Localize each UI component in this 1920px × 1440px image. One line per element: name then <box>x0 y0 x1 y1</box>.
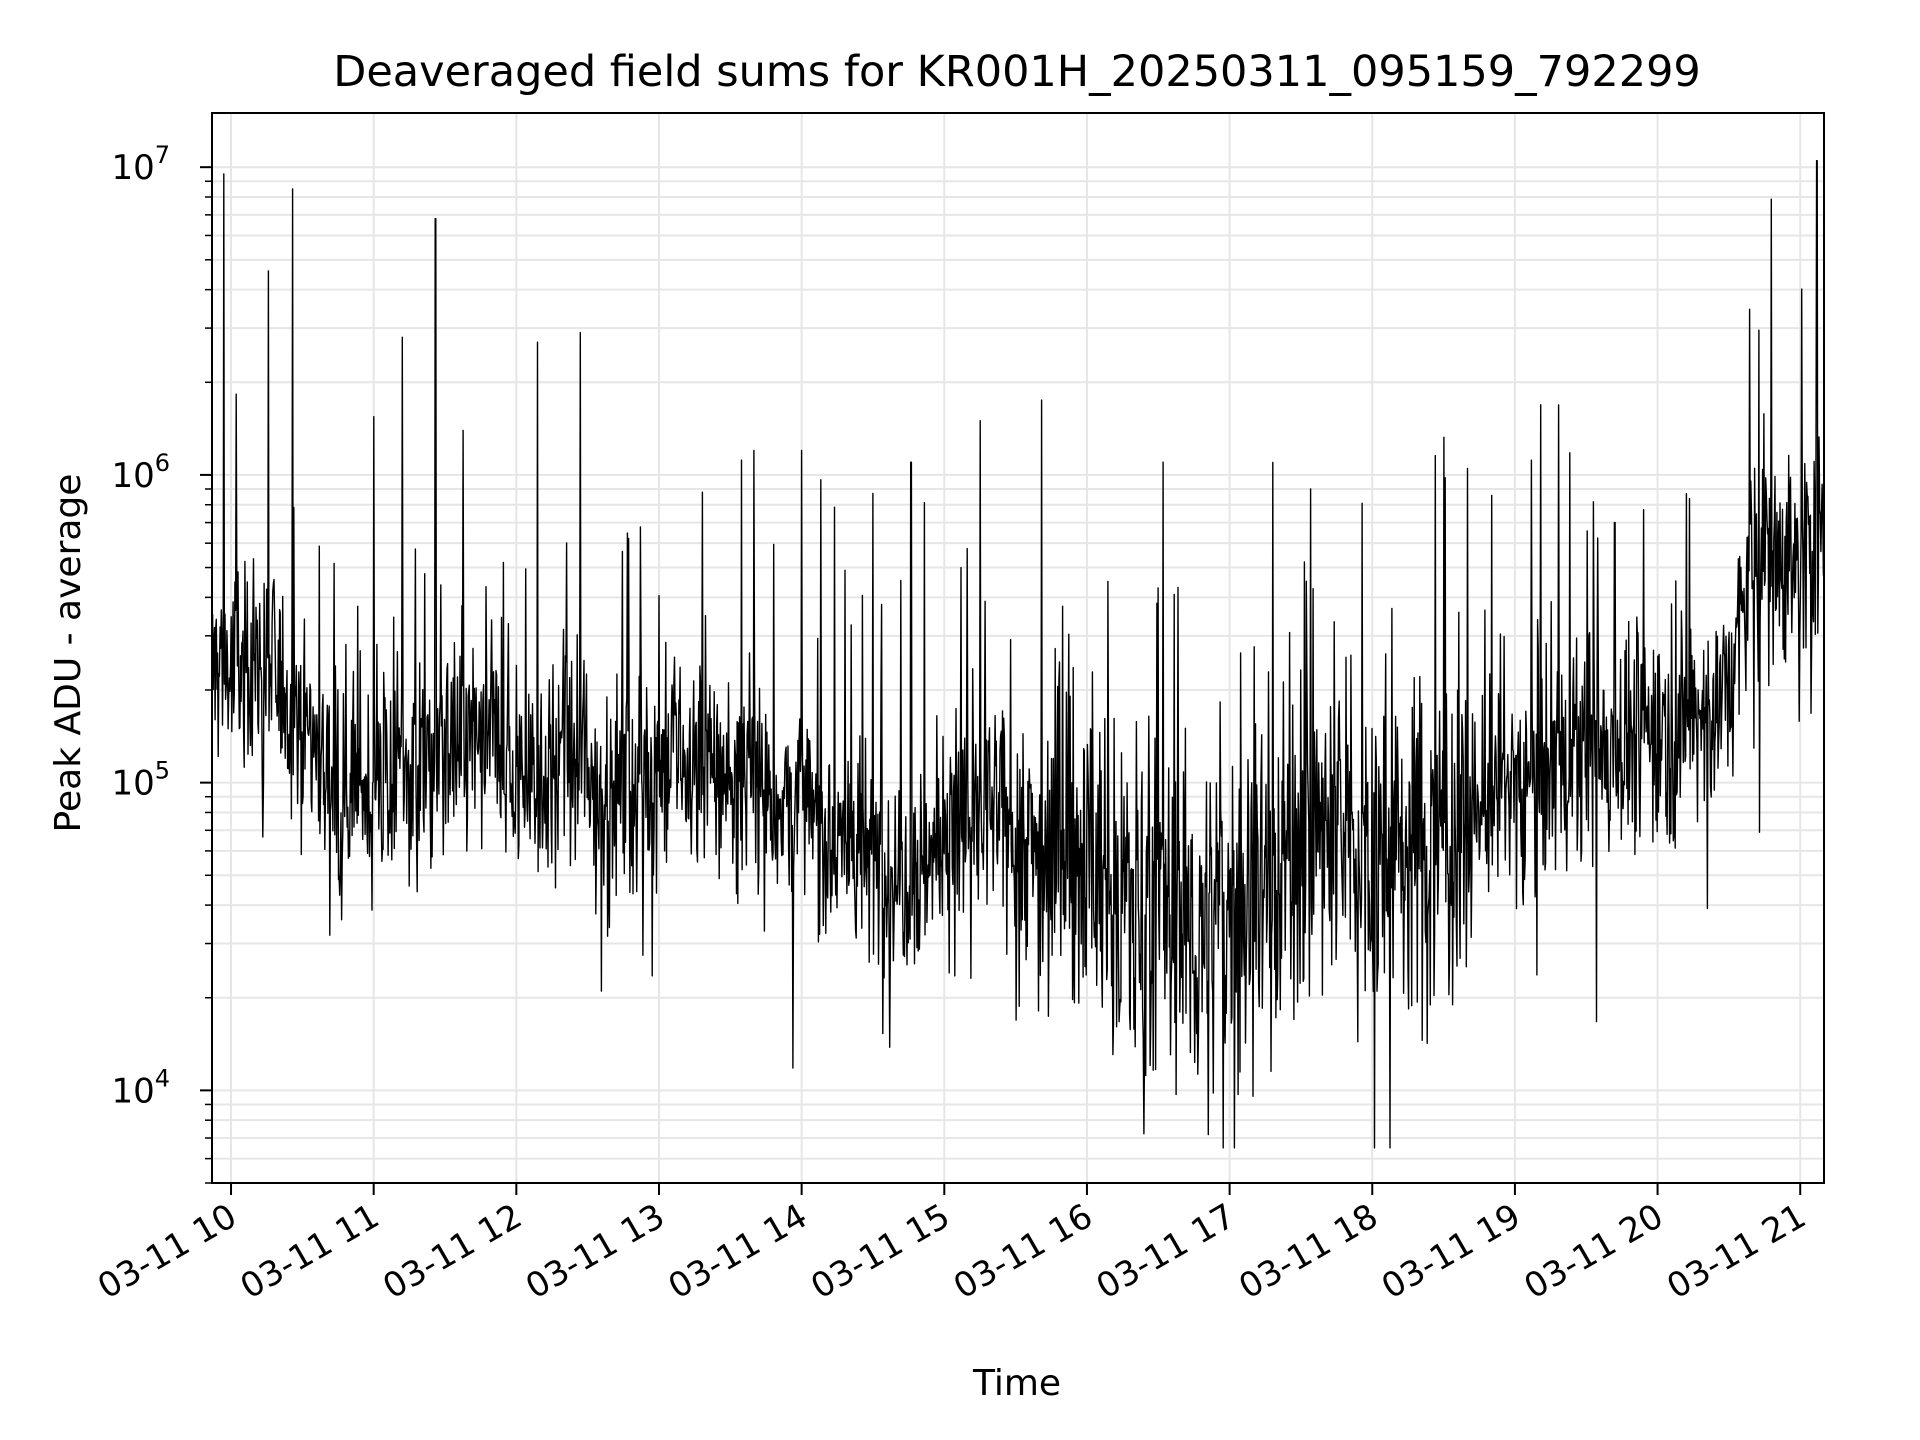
y-tick-label: 104 <box>111 1064 170 1111</box>
chart-title: Deaveraged field sums for KR001H_2025031… <box>333 47 1701 97</box>
y-axis: 104 105 106 107 <box>111 141 212 1184</box>
y-axis-label: Peak ADU - average <box>48 474 89 833</box>
plot-frame <box>211 112 1825 1184</box>
y-tick-label: 107 <box>111 141 170 188</box>
x-axis-label: Time <box>972 1363 1061 1404</box>
series-layer <box>211 159 1825 1149</box>
y-tick-label: 106 <box>111 449 170 496</box>
y-tick-label: 105 <box>111 757 170 804</box>
series-line <box>211 159 1825 1149</box>
